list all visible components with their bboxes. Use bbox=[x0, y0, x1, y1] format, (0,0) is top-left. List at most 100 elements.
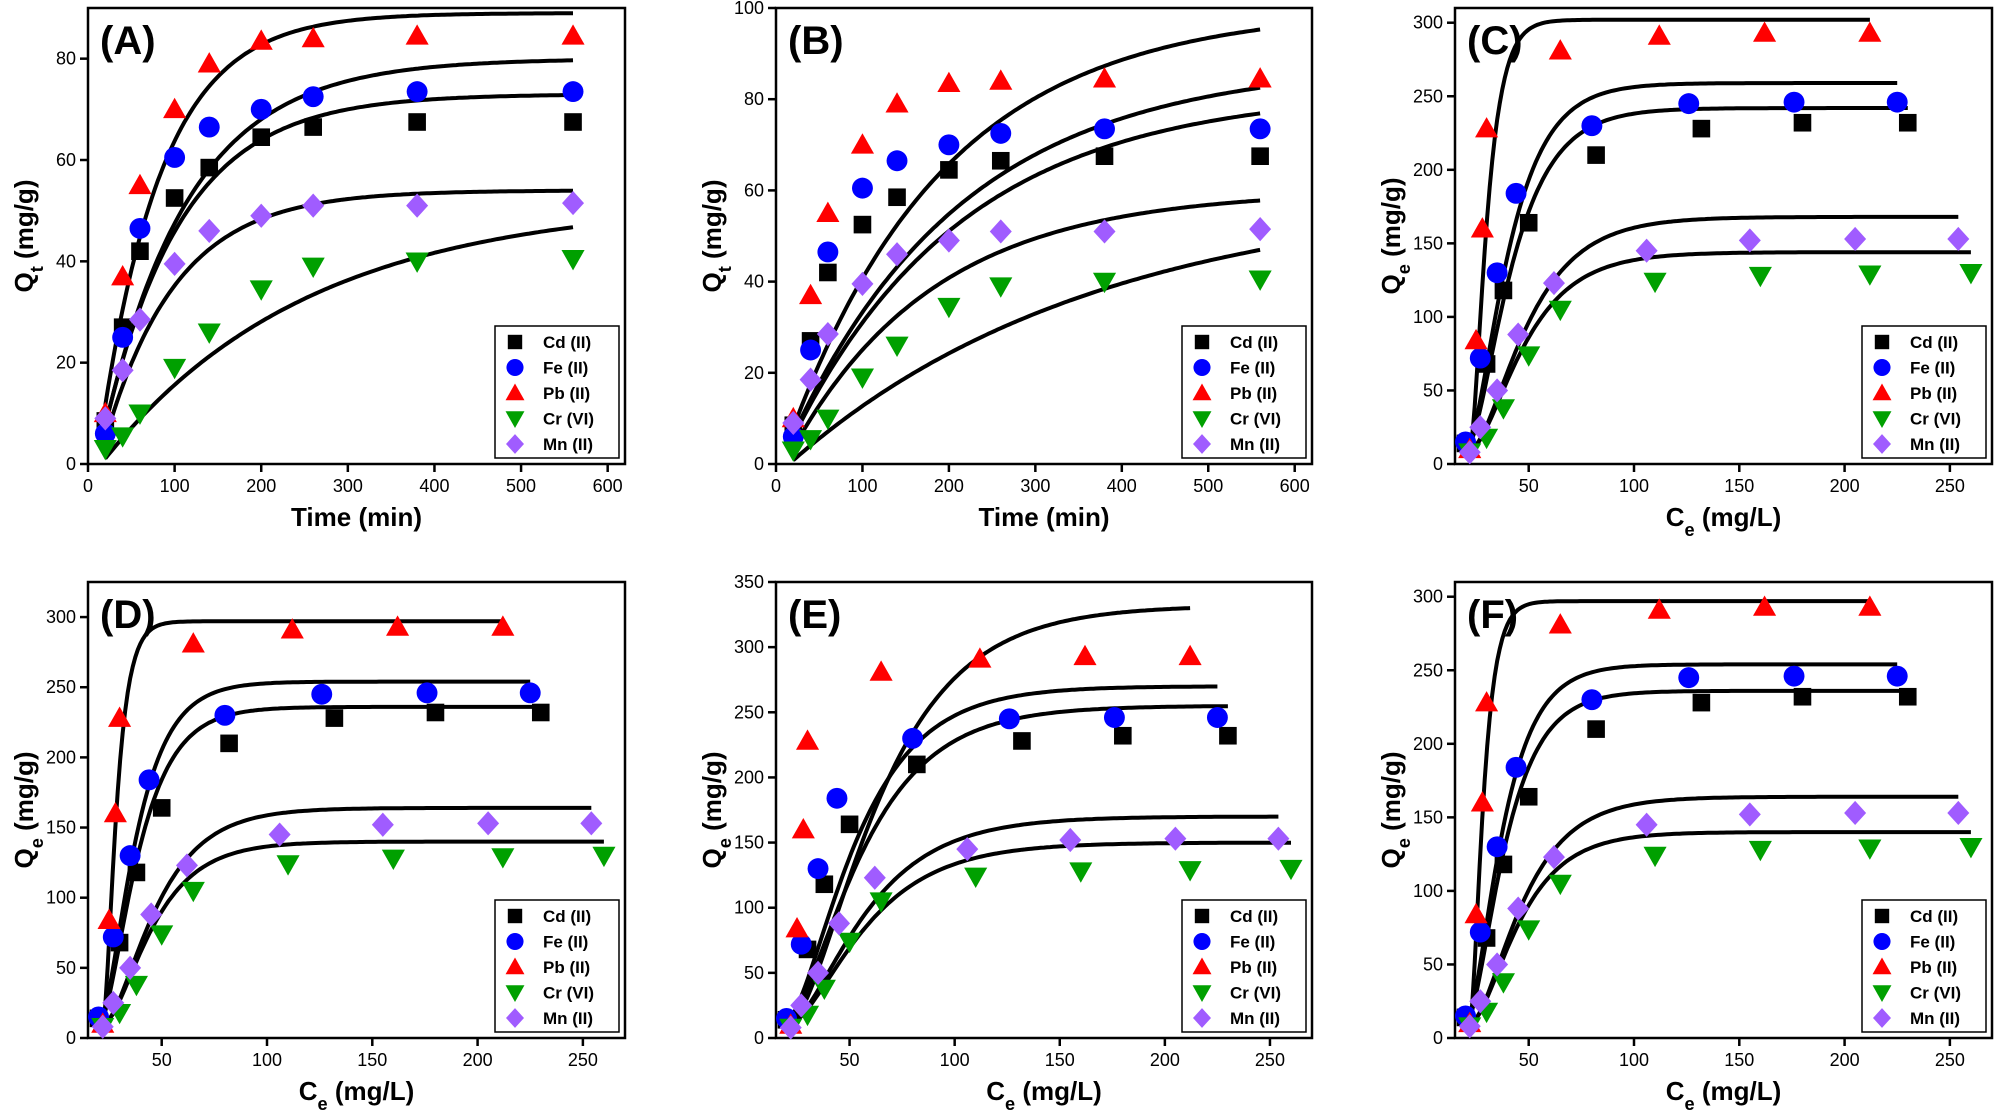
point-cd-ii bbox=[426, 703, 445, 722]
panel-b: 0 100 200 300 400 500 600 0 20 40 60 80 100 Time (min… bbox=[697, 0, 1314, 532]
point-cr-vi bbox=[381, 849, 405, 870]
point-cd-ii bbox=[1692, 693, 1711, 712]
point-pb-ii bbox=[181, 632, 205, 653]
point-mn-ii bbox=[91, 1014, 114, 1039]
point-pb-ii bbox=[1647, 24, 1671, 45]
y-tick-label: 40 bbox=[56, 251, 76, 271]
point-cr-vi bbox=[816, 409, 840, 430]
point-mn-ii bbox=[302, 193, 325, 218]
x-tick-label: 250 bbox=[1255, 1050, 1285, 1070]
point-cr-vi bbox=[1178, 861, 1202, 882]
point-fe-ii bbox=[198, 116, 220, 138]
x-tick-label: 50 bbox=[1519, 1050, 1539, 1070]
point-mn-ii bbox=[1947, 800, 1970, 826]
point-cd-ii bbox=[888, 188, 906, 207]
legend-marker-fe-ii bbox=[1193, 358, 1211, 377]
x-tick-label: 150 bbox=[1045, 1050, 1075, 1070]
legend-marker-fe-ii bbox=[1193, 932, 1211, 951]
point-mn-ii bbox=[1458, 440, 1481, 465]
point-mn-ii bbox=[1635, 238, 1658, 263]
point-fe-ii bbox=[562, 81, 584, 103]
point-mn-ii bbox=[111, 358, 134, 383]
point-mn-ii bbox=[175, 853, 198, 878]
y-axis-title: Qe (mg/g) bbox=[9, 751, 47, 868]
point-pb-ii bbox=[128, 173, 152, 195]
y-tick-label: 60 bbox=[56, 150, 76, 170]
point-pb-ii bbox=[1470, 217, 1494, 238]
point-fe-ii bbox=[800, 339, 822, 361]
y-tick-label: 100 bbox=[734, 0, 764, 18]
legend: Cd (II) Fe (II) Pb (II) Cr (VI) Mn (II) bbox=[494, 325, 620, 459]
point-mn-ii bbox=[790, 993, 813, 1018]
x-tick-label: 150 bbox=[1724, 476, 1754, 496]
plot-frame bbox=[86, 6, 627, 466]
point-cr-vi bbox=[1643, 272, 1667, 294]
x-tick-label: 400 bbox=[419, 476, 449, 496]
point-mn-ii bbox=[989, 219, 1012, 244]
point-mn-ii bbox=[140, 902, 163, 927]
point-pb-ii bbox=[1753, 595, 1777, 616]
y-tick-label: 80 bbox=[56, 49, 76, 69]
x-axis-title: Ce (mg/L) bbox=[299, 1076, 415, 1114]
point-cd-ii bbox=[908, 755, 926, 774]
point-mn-ii bbox=[1844, 226, 1867, 252]
point-fe-ii bbox=[1249, 118, 1271, 140]
point-cr-vi bbox=[1491, 973, 1515, 994]
point-cr-vi bbox=[1248, 270, 1272, 291]
legend-label-fe-ii: Fe (II) bbox=[1230, 359, 1275, 378]
panel-e: 50 100 150 200 250 0 50 100 150 200 250 300 350 Ce (m… bbox=[697, 572, 1314, 1114]
legend-marker-fe-ii bbox=[1873, 358, 1891, 377]
point-pb-ii bbox=[1858, 595, 1882, 616]
legend-label-pb-ii: Pb (II) bbox=[1910, 958, 1957, 977]
point-fe-ii bbox=[1678, 667, 1700, 689]
fit-curve-cd-ii bbox=[1464, 106, 1908, 451]
point-pb-ii bbox=[405, 24, 429, 45]
point-pb-ii bbox=[1178, 644, 1202, 666]
y-tick-label: 20 bbox=[56, 353, 76, 373]
x-tick-label: 600 bbox=[1280, 476, 1310, 496]
point-mn-ii bbox=[1507, 322, 1530, 347]
point-cd-ii bbox=[1587, 146, 1605, 164]
point-fe-ii bbox=[1206, 707, 1228, 728]
point-fe-ii bbox=[826, 787, 848, 809]
y-tick-label: 250 bbox=[1413, 86, 1443, 106]
point-cd-ii bbox=[531, 703, 550, 722]
point-pb-ii bbox=[386, 615, 410, 636]
point-pb-ii bbox=[1464, 902, 1488, 924]
point-pb-ii bbox=[989, 69, 1013, 90]
point-fe-ii bbox=[852, 177, 873, 199]
legend-marker-cr-vi bbox=[505, 411, 525, 428]
x-tick-label: 300 bbox=[1020, 476, 1050, 496]
point-mn-ii bbox=[828, 911, 851, 936]
fit-curve-pb-ii bbox=[789, 606, 1191, 1026]
point-pb-ii bbox=[1475, 117, 1499, 138]
legend-marker-mn-ii bbox=[1873, 1008, 1891, 1028]
point-mn-ii bbox=[1486, 952, 1509, 977]
fit-curve-fe-ii bbox=[103, 58, 574, 426]
point-fe-ii bbox=[817, 241, 839, 263]
x-tick-label: 250 bbox=[568, 1050, 598, 1070]
point-fe-ii bbox=[94, 423, 116, 445]
y-axis-title: Qt (mg/g) bbox=[697, 180, 735, 293]
point-mn-ii bbox=[799, 367, 822, 392]
point-pb-ii bbox=[791, 817, 815, 839]
point-cr-vi bbox=[885, 336, 909, 357]
point-cd-ii bbox=[1519, 213, 1538, 232]
point-pb-ii bbox=[111, 264, 135, 286]
point-cd-ii bbox=[131, 242, 149, 260]
x-tick-label: 300 bbox=[333, 476, 363, 496]
x-tick-label: 150 bbox=[1724, 1050, 1754, 1070]
legend-label-pb-ii: Pb (II) bbox=[543, 958, 590, 977]
point-cr-vi bbox=[1491, 399, 1515, 420]
x-tick-label: 150 bbox=[357, 1050, 387, 1070]
point-fe-ii bbox=[1469, 921, 1491, 943]
x-tick-label: 200 bbox=[934, 476, 964, 496]
point-mn-ii bbox=[198, 218, 221, 244]
point-mn-ii bbox=[956, 836, 979, 862]
point-cd-ii bbox=[152, 799, 171, 817]
point-mn-ii bbox=[1738, 228, 1761, 253]
fit-curve-cr-vi bbox=[789, 840, 1291, 1026]
fit-curve-pb-ii bbox=[1467, 17, 1870, 450]
point-pb-ii bbox=[816, 201, 840, 222]
y-tick-label: 350 bbox=[734, 572, 764, 592]
